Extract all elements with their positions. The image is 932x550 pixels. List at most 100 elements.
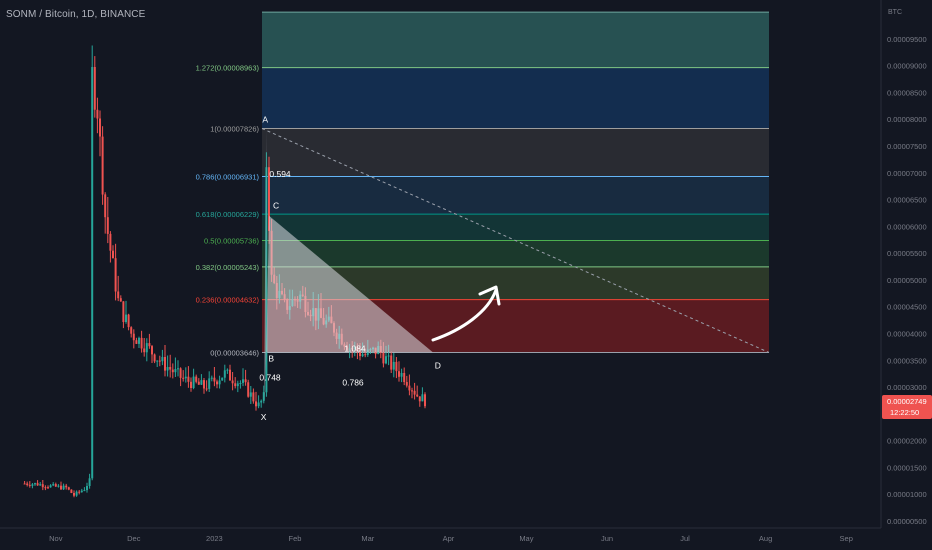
candle-body bbox=[65, 485, 68, 488]
candle-body bbox=[416, 394, 419, 397]
candle-body bbox=[392, 361, 395, 370]
candle-body bbox=[104, 194, 107, 218]
time-tick-1: Dec bbox=[127, 534, 141, 543]
pattern-point-c: C bbox=[273, 201, 279, 211]
time-tick-5: Apr bbox=[443, 534, 455, 543]
candle-body bbox=[418, 396, 421, 402]
candle-body bbox=[44, 487, 47, 489]
candle-body bbox=[244, 379, 247, 383]
price-tick-5: 0.00007000 bbox=[887, 169, 927, 178]
harmonic-pattern[interactable]: X A B C D 0.594 0.748 1.084 0.786 bbox=[259, 115, 441, 422]
time-tick-7: Jun bbox=[601, 534, 613, 543]
candle-body bbox=[231, 380, 234, 384]
candle-body bbox=[192, 376, 195, 388]
candle-body bbox=[364, 354, 367, 356]
candle-body bbox=[265, 167, 268, 393]
time-axis[interactable]: Nov Dec 2023 Feb Mar Apr May Jun Jul Aug Sep bbox=[0, 527, 881, 543]
price-tick-2: 0.00008500 bbox=[887, 88, 927, 97]
fib-zone-6 bbox=[262, 67, 769, 129]
candle-body bbox=[359, 351, 361, 357]
candle-body bbox=[26, 483, 29, 485]
candle-body bbox=[127, 314, 130, 328]
candle-body bbox=[23, 483, 26, 485]
candle-body bbox=[408, 385, 411, 391]
candle-body bbox=[158, 360, 161, 362]
candle-body bbox=[67, 487, 70, 490]
candle-body bbox=[413, 390, 416, 395]
candle-body bbox=[169, 367, 172, 370]
time-tick-8: Jul bbox=[680, 534, 690, 543]
candle-body bbox=[49, 485, 52, 488]
candle-body bbox=[182, 377, 185, 379]
candle-body bbox=[135, 340, 138, 344]
candle-body bbox=[86, 486, 88, 491]
candle-body bbox=[70, 489, 73, 493]
candle-body bbox=[83, 490, 86, 492]
candle-body bbox=[218, 380, 221, 385]
candle-body bbox=[260, 400, 263, 403]
candle-body bbox=[187, 376, 190, 382]
fib-label-7: 1.272(0.00008963) bbox=[196, 64, 260, 73]
candle-body bbox=[47, 487, 49, 489]
candle-body bbox=[385, 356, 387, 364]
fib-label-6: 1(0.00007826) bbox=[210, 125, 259, 134]
candle-body bbox=[156, 360, 159, 362]
candle-body bbox=[184, 376, 187, 379]
time-tick-3: Feb bbox=[289, 534, 302, 543]
fib-label-1: 0.236(0.00004632) bbox=[196, 296, 260, 305]
pattern-ratio-2: 1.084 bbox=[344, 344, 366, 354]
candle-body bbox=[208, 378, 211, 389]
fib-zone-4 bbox=[262, 176, 769, 215]
candle-body bbox=[234, 383, 237, 387]
pattern-ratio-3: 0.786 bbox=[342, 378, 364, 388]
curved-arrow-annotation[interactable] bbox=[431, 285, 501, 342]
candle-body bbox=[151, 346, 153, 355]
candle-body bbox=[31, 484, 34, 486]
current-price-label: 0.00002749 bbox=[887, 397, 927, 406]
candle-body bbox=[179, 368, 182, 378]
pattern-point-x: X bbox=[261, 412, 267, 422]
candle-body bbox=[132, 333, 135, 341]
candle-body bbox=[229, 369, 231, 381]
price-tick-9: 0.00005000 bbox=[887, 276, 927, 285]
candle-body bbox=[195, 376, 198, 382]
candle-body bbox=[148, 343, 151, 347]
candle-body bbox=[236, 383, 239, 387]
candle-body bbox=[221, 377, 224, 381]
time-tick-4: Mar bbox=[361, 534, 374, 543]
candle-body bbox=[91, 67, 94, 479]
time-tick-9: Aug bbox=[759, 534, 772, 543]
fib-zone-2 bbox=[262, 240, 769, 267]
price-tick-10: 0.00004500 bbox=[887, 303, 927, 312]
price-axis[interactable]: BTC 0.00009500 0.00009000 0.00008500 0.0000… bbox=[880, 0, 927, 528]
candle-body bbox=[210, 377, 213, 379]
candle-body bbox=[75, 491, 78, 496]
pattern-point-a: A bbox=[262, 115, 268, 125]
candle-body bbox=[145, 343, 148, 353]
candle-body bbox=[398, 371, 400, 377]
candle-body bbox=[361, 354, 364, 357]
candle-body bbox=[203, 380, 205, 389]
candle-body bbox=[88, 478, 91, 486]
candle-body bbox=[242, 379, 244, 383]
candle-body bbox=[93, 67, 96, 110]
fib-label-3: 0.5(0.00005736) bbox=[204, 237, 260, 246]
arrow-head bbox=[478, 285, 501, 306]
candle-body bbox=[143, 348, 146, 353]
pattern-triangle-bcd bbox=[266, 215, 433, 353]
time-tick-10: Sep bbox=[840, 534, 853, 543]
candle-body bbox=[57, 485, 60, 487]
current-price-badge: 0.00002749 12:22:50 bbox=[882, 395, 932, 419]
candle-body bbox=[213, 377, 216, 382]
candle-countdown-label: 12:22:50 bbox=[890, 408, 919, 417]
fibonacci-retracement[interactable]: 0(0.00003646) 0.236(0.00004632) 0.382(0.00… bbox=[196, 11, 770, 358]
candle-body bbox=[73, 493, 75, 496]
price-tick-16: 0.00001000 bbox=[887, 490, 927, 499]
time-tick-0: Nov bbox=[49, 534, 63, 543]
candle-body bbox=[52, 484, 55, 486]
candle-body bbox=[268, 167, 270, 231]
candle-body bbox=[223, 370, 226, 378]
candle-body bbox=[257, 402, 260, 407]
fib-zone-5 bbox=[262, 128, 769, 177]
